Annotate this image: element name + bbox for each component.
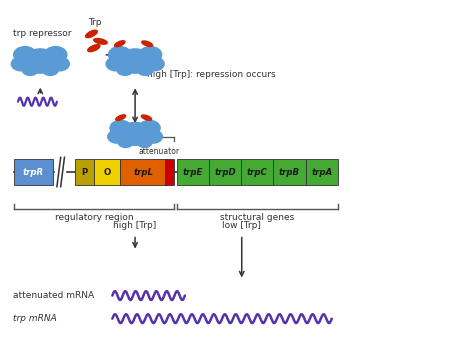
Circle shape xyxy=(108,130,126,143)
Bar xyxy=(306,159,338,185)
Text: structural genes: structural genes xyxy=(220,213,294,222)
Text: O: O xyxy=(103,167,110,177)
Text: leader: leader xyxy=(135,125,159,135)
Text: trpB: trpB xyxy=(279,167,300,177)
Text: trpA: trpA xyxy=(311,167,332,177)
Text: high [Trp]: repression occurs: high [Trp]: repression occurs xyxy=(147,70,275,79)
Text: trpE: trpE xyxy=(183,167,203,177)
Text: attenuator: attenuator xyxy=(138,147,180,156)
Bar xyxy=(75,159,94,185)
Ellipse shape xyxy=(88,45,100,52)
Circle shape xyxy=(139,120,160,136)
Circle shape xyxy=(145,57,164,71)
Circle shape xyxy=(110,120,131,136)
Text: trpD: trpD xyxy=(214,167,236,177)
Bar xyxy=(165,159,174,185)
Circle shape xyxy=(118,137,133,147)
Bar xyxy=(120,159,167,185)
Text: low [Trp]: low [Trp] xyxy=(222,221,261,230)
Circle shape xyxy=(144,130,163,143)
Text: trp repressor: trp repressor xyxy=(13,29,72,38)
Circle shape xyxy=(45,46,67,63)
Text: trpC: trpC xyxy=(247,167,268,177)
Ellipse shape xyxy=(94,39,107,44)
Text: Trp: Trp xyxy=(88,18,101,27)
Ellipse shape xyxy=(141,115,152,120)
Ellipse shape xyxy=(116,115,126,120)
Circle shape xyxy=(106,57,126,71)
Ellipse shape xyxy=(115,41,125,47)
Circle shape xyxy=(118,49,152,73)
Text: P: P xyxy=(81,167,88,177)
Circle shape xyxy=(11,57,31,71)
Bar xyxy=(94,159,120,185)
Text: high [Trp]: high [Trp] xyxy=(113,221,157,230)
Bar xyxy=(209,159,241,185)
Circle shape xyxy=(22,64,38,76)
Circle shape xyxy=(117,64,133,76)
Ellipse shape xyxy=(86,30,97,38)
Bar xyxy=(177,159,209,185)
Circle shape xyxy=(119,122,151,145)
Text: attenuated mRNA: attenuated mRNA xyxy=(13,291,94,300)
Circle shape xyxy=(50,57,69,71)
Bar xyxy=(241,159,273,185)
Circle shape xyxy=(23,49,57,73)
Ellipse shape xyxy=(142,41,153,46)
Circle shape xyxy=(137,137,152,147)
Circle shape xyxy=(137,64,153,76)
Circle shape xyxy=(14,46,36,63)
Circle shape xyxy=(109,46,131,63)
Bar xyxy=(14,159,53,185)
Circle shape xyxy=(42,64,58,76)
Circle shape xyxy=(139,46,162,63)
Text: regulatory region: regulatory region xyxy=(55,213,134,222)
Text: trpL: trpL xyxy=(134,167,154,177)
Text: trpR: trpR xyxy=(23,167,44,177)
Text: trp mRNA: trp mRNA xyxy=(13,314,57,323)
Bar xyxy=(273,159,306,185)
